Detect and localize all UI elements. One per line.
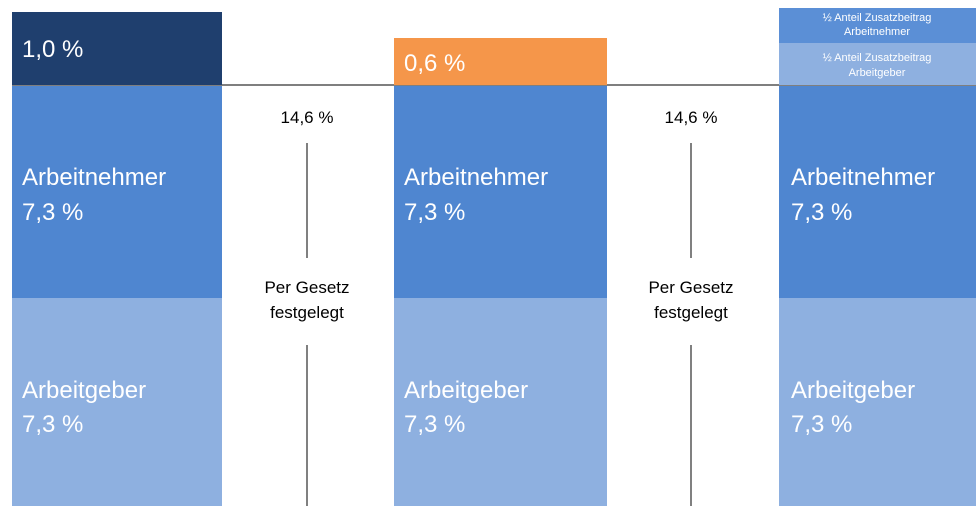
top-label: 1,0 % [22,36,83,63]
employer-box [12,298,222,506]
employee-label: Arbeitnehmer [791,164,935,191]
top-box [394,38,607,85]
note-label: Per Gesetz [264,278,349,297]
employer-label: Arbeitgeber [404,377,528,404]
employer-label: Arbeitgeber [22,377,146,404]
employer-box [394,298,607,506]
note-label: festgelegt [270,303,344,322]
note-label: festgelegt [654,303,728,322]
employee-box [779,86,976,298]
top-employer-box [779,43,976,85]
employer-box [779,298,976,506]
employer-value: 7,3 % [22,411,83,438]
employer-value: 7,3 % [791,411,852,438]
top-box [12,12,222,85]
employee-label: Arbeitnehmer [22,164,166,191]
top-employer-label: Arbeitgeber [849,67,906,79]
employee-box [12,86,222,298]
employee-value: 7,3 % [22,199,83,226]
top-employer-label: ½ Anteil Zusatzbeitrag [823,52,932,64]
employee-value: 7,3 % [404,199,465,226]
employee-value: 7,3 % [791,199,852,226]
employer-label: Arbeitgeber [791,377,915,404]
top-label: 0,6 % [404,50,465,77]
total-label: 14,6 % [665,108,718,127]
total-label: 14,6 % [281,108,334,127]
top-employee-label: ½ Anteil Zusatzbeitrag [823,12,932,24]
note-label: Per Gesetz [648,278,733,297]
employee-box [394,86,607,298]
top-employee-box [779,8,976,43]
employer-value: 7,3 % [404,411,465,438]
employee-label: Arbeitnehmer [404,164,548,191]
top-employee-label: Arbeitnehmer [844,26,910,38]
